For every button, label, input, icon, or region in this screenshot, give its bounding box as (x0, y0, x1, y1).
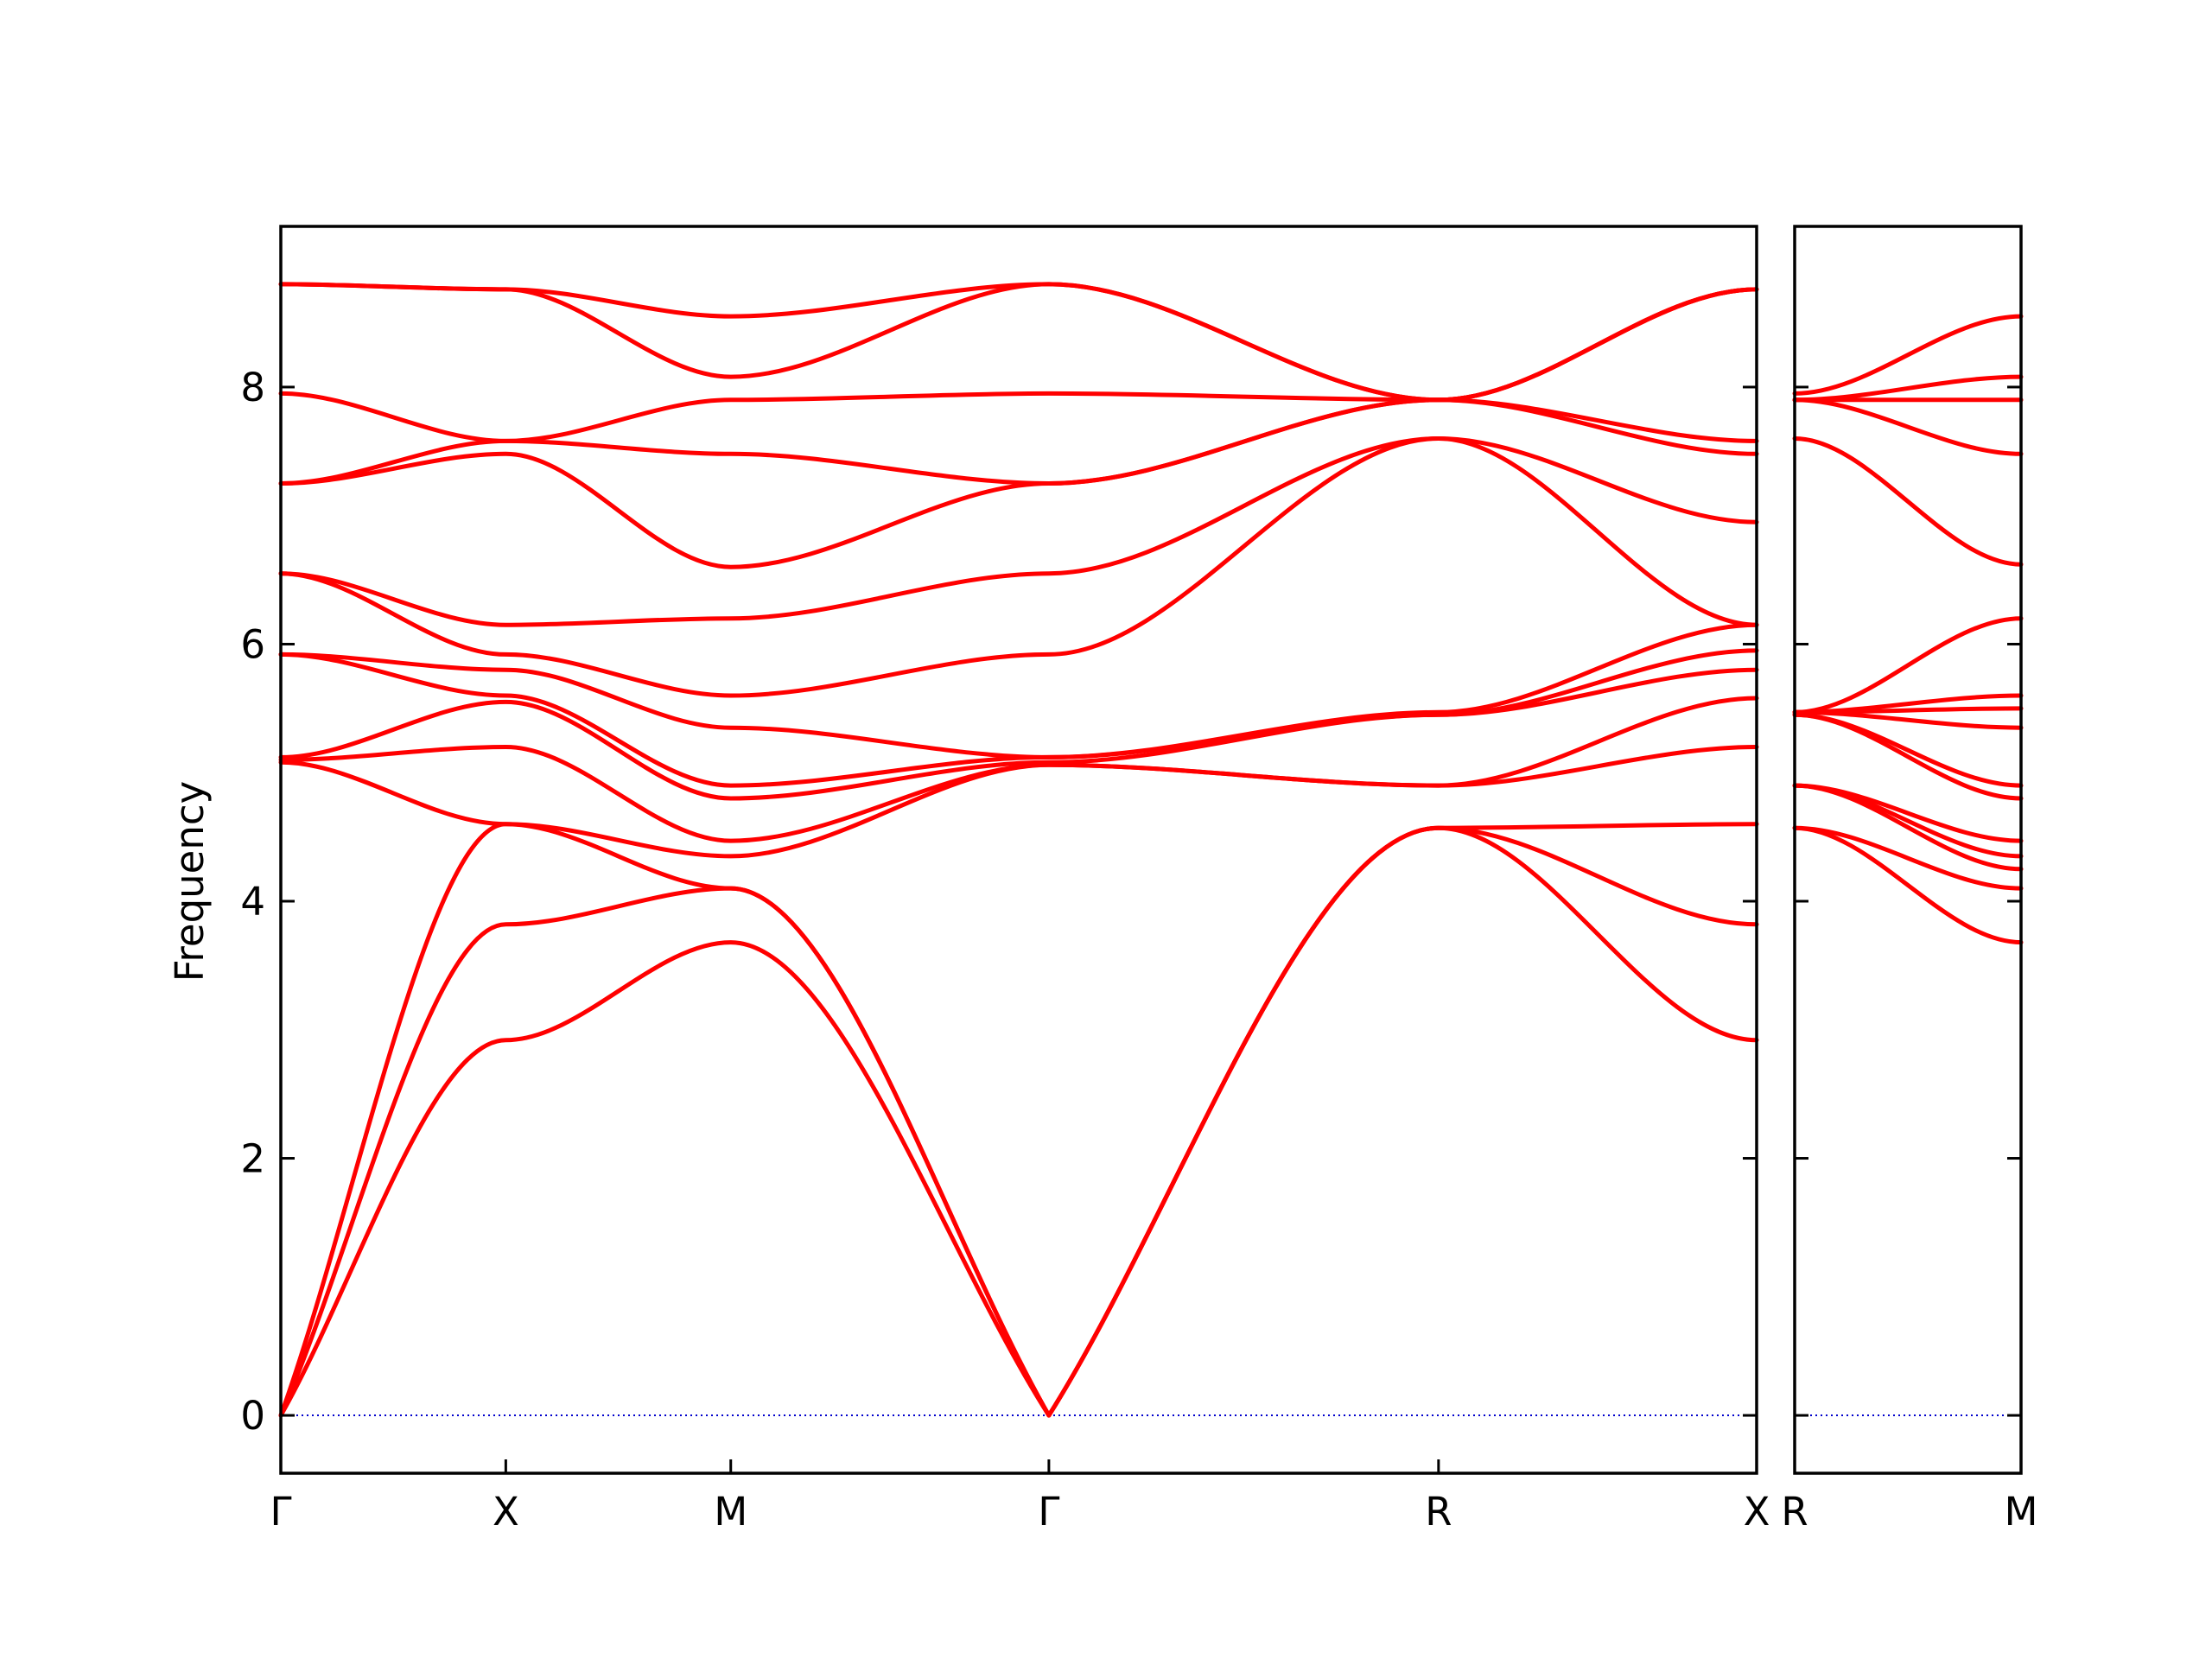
plot-frame (1793, 225, 2023, 1475)
band-line (1792, 825, 2024, 891)
x-tick-label: M (714, 1489, 747, 1535)
x-tick-label: R (1781, 1489, 1808, 1535)
x-tick-label: M (2005, 1489, 2038, 1535)
x-tick-label: X (1744, 1489, 1770, 1535)
band-line (1792, 783, 2024, 859)
y-tick-label: 2 (240, 1136, 265, 1182)
band-line (1792, 436, 2024, 567)
y-tick-label: 8 (240, 365, 265, 410)
plot-frame (279, 225, 1758, 1475)
y-axis-label: Frequency (167, 781, 213, 982)
band-line (278, 745, 1759, 859)
band-line (278, 282, 1759, 403)
band-line (278, 822, 1759, 1418)
band-line (278, 825, 1759, 1418)
y-tick-label: 4 (240, 879, 265, 925)
band-line (278, 436, 1759, 698)
band-line (1792, 712, 2024, 788)
band-line (1792, 374, 2024, 403)
band-line (278, 622, 1759, 760)
band-line (1792, 693, 2024, 715)
band-line (1792, 314, 2024, 396)
band-line (278, 436, 1759, 627)
band-line (1792, 825, 2024, 945)
y-tick-label: 0 (240, 1393, 265, 1439)
band-line (278, 287, 1759, 443)
band-line (278, 282, 1759, 403)
band-line (1792, 616, 2024, 715)
band-line (278, 825, 1759, 1418)
x-tick-label: Γ (270, 1489, 291, 1535)
band-line (1792, 783, 2024, 843)
band-line (278, 648, 1759, 788)
y-tick-label: 6 (240, 621, 265, 667)
x-tick-label: Γ (1038, 1489, 1059, 1535)
x-tick-label: X (493, 1489, 519, 1535)
band-line (1792, 397, 2024, 456)
panel-1: 0 2 4 6 8 Γ X M Γ R X (240, 225, 1770, 1535)
x-tick-label: R (1425, 1489, 1452, 1535)
band-line (278, 696, 1759, 843)
